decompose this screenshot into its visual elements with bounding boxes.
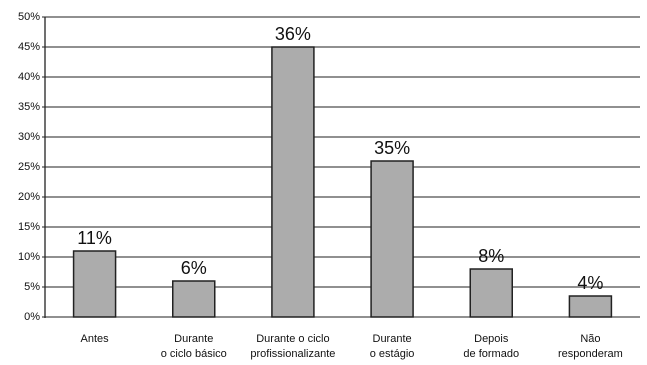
y-tick-label: 30% bbox=[18, 131, 40, 143]
y-tick-label: 20% bbox=[18, 191, 40, 203]
x-tick-label: Depois bbox=[474, 333, 509, 345]
x-tick-label: de formado bbox=[463, 348, 519, 360]
y-tick-label: 40% bbox=[18, 71, 40, 83]
annotation: 35% bbox=[374, 138, 410, 158]
y-tick-label: 50% bbox=[18, 11, 40, 23]
bar bbox=[72, 250, 117, 318]
bar bbox=[370, 160, 414, 318]
y-tick-label: 0% bbox=[24, 311, 40, 323]
annotation: 6% bbox=[181, 258, 207, 278]
bar bbox=[172, 280, 216, 318]
bar bbox=[568, 295, 613, 318]
y-tick-label: 15% bbox=[18, 221, 40, 233]
y-tick-label: 35% bbox=[18, 101, 40, 113]
x-tick-label: responderam bbox=[558, 348, 623, 360]
bar bbox=[469, 268, 513, 318]
bar bbox=[271, 46, 315, 318]
y-tick-label: 25% bbox=[18, 161, 40, 173]
x-tick-label: Durante bbox=[174, 333, 213, 345]
x-tick-label: Antes bbox=[81, 333, 110, 345]
x-tick-label: o ciclo básico bbox=[161, 348, 227, 360]
x-tick-label: o estágio bbox=[370, 348, 415, 360]
y-tick-label: 5% bbox=[24, 281, 40, 293]
x-tick-label: Durante bbox=[373, 333, 412, 345]
x-tick-label: Durante o ciclo bbox=[256, 333, 329, 345]
annotation: 36% bbox=[275, 24, 311, 44]
x-tick-label: Não bbox=[580, 333, 600, 345]
annotation: 4% bbox=[577, 273, 603, 293]
annotation: 11% bbox=[77, 228, 112, 248]
y-tick-label: 10% bbox=[18, 251, 40, 263]
annotation: 8% bbox=[478, 246, 504, 266]
y-tick-label: 45% bbox=[18, 41, 40, 53]
x-tick-label: profissionalizante bbox=[250, 348, 335, 360]
